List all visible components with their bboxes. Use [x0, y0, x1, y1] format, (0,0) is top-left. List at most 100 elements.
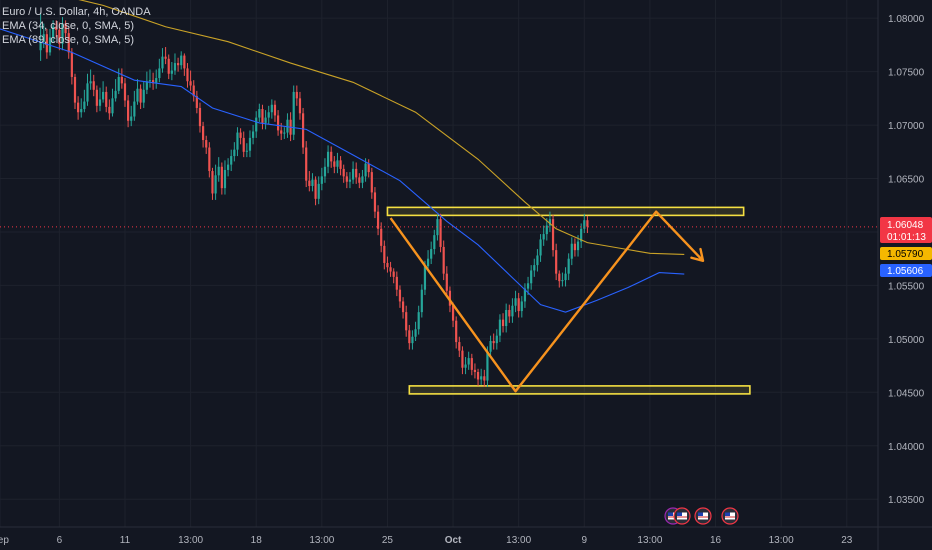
candle-body — [576, 241, 580, 251]
price-tick-label: 1.05000 — [888, 335, 925, 346]
candle-body — [248, 137, 252, 151]
candle-body — [123, 83, 127, 101]
candle-body — [67, 33, 70, 53]
candle-body — [348, 179, 352, 182]
candle-body — [317, 183, 320, 199]
candle-body — [498, 319, 502, 336]
support-resistance-zones[interactable] — [386, 206, 751, 395]
candle-body — [117, 76, 120, 91]
candle-body — [311, 179, 314, 186]
candle-body — [420, 289, 423, 313]
candle-body — [333, 161, 336, 167]
price-axis-labels: 1.06048 01:01:13 1.05790 1.05606 — [880, 217, 932, 277]
candle-body — [114, 90, 117, 99]
candle-body — [211, 171, 214, 194]
candle-body — [242, 137, 245, 152]
time-tick-label: 13:00 — [309, 535, 334, 546]
ema89-legend-item[interactable]: EMA (89, close, 0, SMA, 5) — [2, 34, 135, 46]
time-tick-label: 13:00 — [506, 535, 531, 546]
candle-body — [273, 104, 277, 116]
candle-body — [139, 88, 142, 103]
candle-body — [173, 63, 177, 71]
candle-body — [120, 76, 123, 84]
v-pattern-drawing[interactable] — [389, 210, 705, 393]
candle-body — [386, 262, 389, 268]
ema34-legend-item[interactable]: EMA (34, close, 0, SMA, 5) — [2, 20, 135, 32]
candle-body — [411, 336, 414, 344]
candle-body — [439, 219, 442, 247]
candle-body — [133, 101, 136, 117]
candle-body — [292, 91, 295, 135]
price-tick-label: 1.07500 — [888, 68, 925, 79]
candle-body — [401, 301, 405, 313]
time-tick-label: 13:00 — [178, 535, 203, 546]
economic-events[interactable] — [664, 507, 739, 525]
ema34-price-label: 1.05606 — [887, 266, 924, 277]
candlestick-series — [39, 12, 589, 387]
ema-34-line — [0, 28, 685, 313]
price-zone — [408, 385, 751, 395]
candle-body — [555, 250, 558, 274]
candle-body — [142, 89, 145, 103]
candle-body — [326, 151, 330, 167]
candle-body — [73, 76, 77, 103]
candle-body — [376, 211, 380, 229]
candle-body — [217, 166, 220, 176]
candle-body — [83, 101, 86, 110]
candle-body — [530, 270, 533, 284]
price-axis[interactable]: 1.080001.075001.070001.065001.060001.055… — [888, 14, 925, 506]
candle-body — [86, 83, 89, 102]
price-tick-label: 1.03500 — [888, 495, 925, 506]
candle-body — [230, 156, 233, 165]
candle-body — [380, 228, 383, 246]
time-tick-label: 13:00 — [769, 535, 794, 546]
candle-body — [183, 55, 186, 69]
time-axis[interactable]: Sep 6 11 13:00 18 13:00 25 Oct 13:00 9 13:00 16 13:0… — [0, 535, 853, 546]
flag-icon[interactable] — [721, 507, 739, 525]
price-tick-label: 1.08000 — [888, 14, 925, 25]
flag-icon[interactable] — [694, 507, 712, 525]
candle-body — [301, 113, 305, 148]
candle-body — [417, 312, 420, 330]
candle-body — [476, 372, 480, 380]
candle-body — [145, 81, 148, 90]
candle-body — [461, 350, 464, 368]
candle-body — [239, 132, 242, 138]
candle-body — [492, 341, 495, 344]
candle-body — [226, 164, 230, 170]
candle-body — [514, 298, 517, 306]
candle-body — [367, 163, 370, 173]
candle-body — [58, 29, 61, 44]
candle-body — [520, 301, 523, 312]
candle-body — [158, 68, 161, 79]
time-tick-label: 16 — [710, 535, 722, 546]
candle-body — [245, 150, 248, 152]
candle-body — [164, 56, 167, 59]
time-tick-label: 6 — [57, 535, 63, 546]
candle-body — [61, 23, 64, 44]
candle-body — [220, 166, 223, 189]
candle-body — [152, 80, 155, 84]
ema89-price-label: 1.05790 — [887, 249, 924, 260]
flag-icon[interactable] — [673, 507, 691, 525]
candle-body — [155, 78, 158, 84]
candle-body — [111, 98, 114, 114]
candle-body — [45, 34, 48, 53]
candle-body — [458, 342, 461, 351]
candle-body — [323, 166, 327, 177]
candle-body — [70, 52, 73, 77]
candle-body — [98, 99, 102, 106]
candle-body — [308, 180, 311, 186]
symbol-title[interactable]: Euro / U.S. Dollar, 4h, OANDA — [2, 6, 151, 18]
time-tick-label: 9 — [582, 535, 588, 546]
candle-body — [127, 100, 130, 121]
candle-body — [573, 243, 577, 251]
candle-body — [108, 106, 111, 114]
candle-body — [517, 298, 520, 312]
candle-body — [186, 68, 189, 82]
candle-body — [464, 364, 467, 368]
time-tick-label: 25 — [382, 535, 394, 546]
candle-body — [551, 219, 555, 251]
last-price-label: 1.06048 — [887, 220, 924, 231]
